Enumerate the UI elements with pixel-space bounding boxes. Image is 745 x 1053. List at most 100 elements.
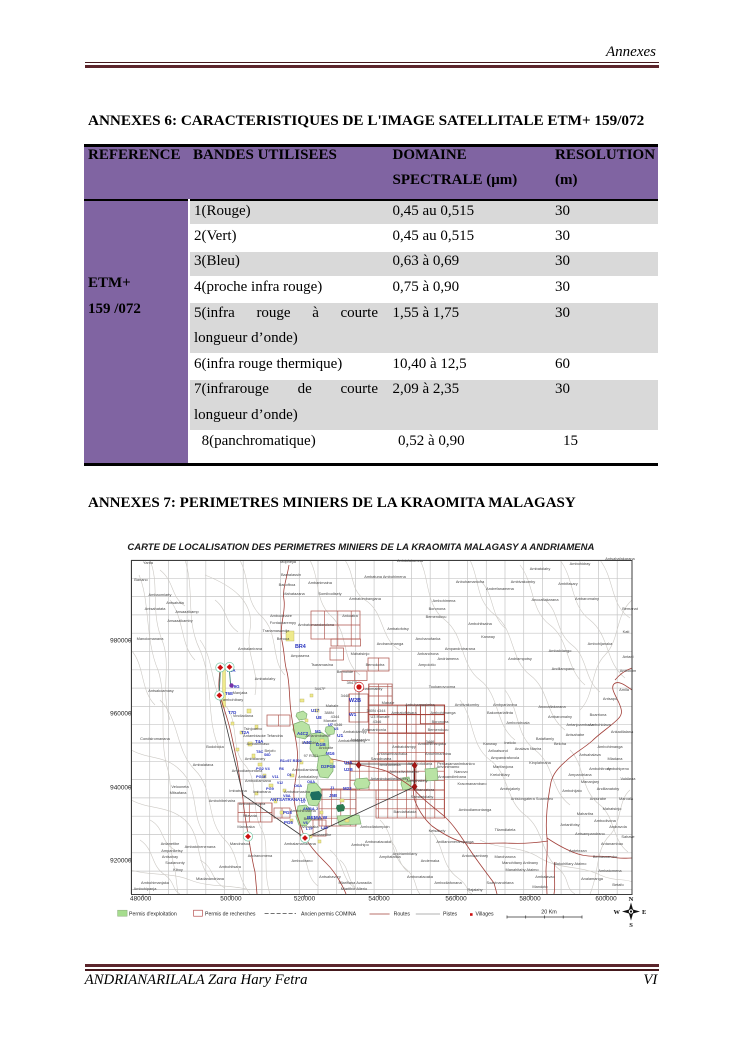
svg-text:V6: V6 <box>303 820 309 825</box>
svg-text:Antsahafakarana: Antsahafakarana <box>605 556 635 561</box>
svg-text:920000: 920000 <box>110 857 132 864</box>
svg-text:Miadana: Miadana <box>608 756 624 761</box>
svg-text:97 R301: 97 R301 <box>304 753 319 758</box>
svg-text:Sarodroatra: Sarodroatra <box>371 756 392 761</box>
svg-text:Antsampandrano: Antsampandrano <box>575 831 605 836</box>
svg-text:Antananivo: Antananivo <box>350 737 369 742</box>
svg-text:Mandraka: Mandraka <box>237 824 255 829</box>
svg-text:Antanetibe: Antanetibe <box>161 841 180 846</box>
svg-text:Toukanovooma: Toukanovooma <box>429 684 456 689</box>
svg-text:540000: 540000 <box>368 896 390 903</box>
svg-text:Amila: Amila <box>619 687 630 692</box>
svg-text:Kati: Kati <box>623 629 630 634</box>
svg-text:Ambatofotsikely: Ambatofotsikely <box>338 738 366 743</box>
svg-text:Mananjary: Mananjary <box>581 779 599 784</box>
svg-text:Manohitany Antinany: Manohitany Antinany <box>502 860 538 865</box>
svg-text:Sahave: Sahave <box>621 834 634 839</box>
svg-text:Ancoafiakarana: Ancoafiakarana <box>531 597 559 602</box>
svg-text:Kanway: Kanway <box>483 741 497 746</box>
svg-text:Ankoatra: Ankoatra <box>342 613 358 618</box>
svg-text:J1: J1 <box>330 785 335 790</box>
svg-text:Bemenduvu: Bemenduvu <box>426 614 447 619</box>
svg-text:Ampandrafovola: Ampandrafovola <box>491 755 520 760</box>
svg-text:Antanetibe: Antanetibe <box>313 832 332 837</box>
svg-text:Ampolotio: Ampolotio <box>418 662 435 667</box>
svg-text:Anbandrona: Anbandrona <box>417 651 439 656</box>
svg-text:Bemokotra: Bemokotra <box>304 816 324 821</box>
svg-text:Andranomanga: Andranomanga <box>377 641 404 646</box>
svg-text:Boronona: Boronona <box>429 606 447 611</box>
svg-text:Antsahabe: Antsahabe <box>566 732 585 737</box>
svg-text:600000: 600000 <box>595 896 617 903</box>
svg-text:CARTE DE LOCALISATION DES PERI: CARTE DE LOCALISATION DES PERIMETRES MIN… <box>127 541 594 552</box>
svg-text:Kraomanambaro: Kraomanambaro <box>458 781 487 786</box>
svg-text:BR4: BR4 <box>295 644 306 650</box>
svg-text:Ambanimaina: Ambanimaina <box>308 580 333 585</box>
svg-text:Antetezan: Antetezan <box>569 848 587 853</box>
svg-text:Ambohidava: Ambohidava <box>589 722 611 727</box>
svg-text:Ankadilalana: Ankadilalana <box>611 729 634 734</box>
svg-text:Bofandria: Bofandria <box>302 740 319 745</box>
svg-text:Ambatolampy: Ambatolampy <box>343 729 367 734</box>
svg-text:Ambohimena: Ambohimena <box>433 598 457 603</box>
svg-text:Antanimbaribe: Antanimbaribe <box>305 733 330 738</box>
svg-text:S6D: S6D <box>264 753 271 757</box>
svg-text:Ambalolango: Ambalolango <box>549 648 572 653</box>
svg-text:Ambohibehatra: Ambohibehatra <box>209 798 236 803</box>
svg-text:Andriamena: Andriamena <box>438 656 460 661</box>
svg-text:Antanjoambana: Antanjoambana <box>566 722 594 727</box>
svg-text:Ampandriana: Ampandriana <box>568 772 592 777</box>
svg-text:Ambondroala: Ambondroala <box>506 720 530 725</box>
svg-text:Imbatrana: Imbatrana <box>229 788 247 793</box>
svg-text:Bejofo: Bejofo <box>264 748 275 753</box>
svg-text:A4C2: A4C2 <box>297 731 309 736</box>
svg-text:Pistes: Pistes <box>443 912 458 918</box>
svg-text:Ambohipo: Ambohipo <box>351 842 369 847</box>
svg-text:U3 Manate: U3 Manate <box>370 714 389 719</box>
svg-text:Imbatrana: Imbatrana <box>253 789 271 794</box>
svg-text:Ambatohenenana: Ambatohenenana <box>185 844 217 849</box>
svg-text:500000: 500000 <box>220 896 242 903</box>
svg-text:Ambivakomby: Ambivakomby <box>511 579 535 584</box>
svg-text:Mahatsinjo: Mahatsinjo <box>603 806 622 811</box>
svg-text:L7F: L7F <box>306 826 314 831</box>
svg-text:Ambodiamiana: Ambodiamiana <box>245 778 272 783</box>
svg-text:Mophejia: Mophejia <box>280 559 297 564</box>
svg-text:L4E: L4E <box>321 825 329 830</box>
svg-text:Tilamdiatela: Tilamdiatela <box>495 827 517 832</box>
svg-text:U1: U1 <box>337 733 344 739</box>
svg-text:Manahitahy Ataimo: Manahitahy Ataimo <box>505 867 538 872</box>
svg-text:Routes: Routes <box>394 912 411 918</box>
svg-text:3446: 3446 <box>426 739 435 744</box>
svg-text:Antsahata: Antsahata <box>166 600 184 605</box>
svg-text:Ambodirano: Ambodirano <box>292 858 313 863</box>
svg-text:Antsakoamasy: Antsakoamasy <box>148 688 174 693</box>
svg-text:T7D: T7D <box>228 710 236 715</box>
svg-text:M16: M16 <box>326 751 335 756</box>
svg-text:Antsahatata: Antsahatata <box>145 606 167 611</box>
svg-text:Andriambilany: Andriambilany <box>393 851 418 856</box>
svg-text:Ambaromalny: Ambaromalny <box>548 714 572 719</box>
svg-text:Ketsakely: Ketsakely <box>429 828 446 833</box>
svg-text:Ambodim: Ambodim <box>620 668 636 673</box>
svg-text:Batafiamly: Batafiamly <box>536 736 554 741</box>
svg-text:Andranomena: Andranomena <box>248 853 273 858</box>
svg-text:Soavinandriana: Soavinandriana <box>486 880 514 885</box>
svg-text:388N: 388N <box>324 710 333 715</box>
svg-text:Banofboa: Banofboa <box>279 582 296 587</box>
svg-text:Analava Niarira: Analava Niarira <box>515 746 542 751</box>
svg-text:Ambodiatompoin: Ambodiatompoin <box>360 824 389 829</box>
svg-text:Andriamena: Andriamena <box>380 762 402 767</box>
svg-text:Bemasoandro: Bemasoandro <box>593 854 617 859</box>
svg-text:Antambiaoke Tefandria: Antambiaoke Tefandria <box>243 733 284 738</box>
svg-text:Andemaka: Andemaka <box>421 858 440 863</box>
svg-text:PG9: PG9 <box>266 786 275 791</box>
svg-text:Mahatazana: Mahatazana <box>283 591 305 596</box>
svg-text:Anooafiakarana: Anooafiakarana <box>538 704 566 709</box>
svg-text:Bamalassin: Bamalassin <box>281 572 301 577</box>
svg-text:Villages: Villages <box>476 912 494 918</box>
svg-text:Anbuhamanimba: Anbuhamanimba <box>405 702 435 707</box>
svg-text:Ardilanomerampanga: Ardilanomerampanga <box>436 839 474 844</box>
svg-text:Ambohijato: Ambohijato <box>562 788 581 793</box>
svg-text:Yanta: Yanta <box>143 560 154 565</box>
